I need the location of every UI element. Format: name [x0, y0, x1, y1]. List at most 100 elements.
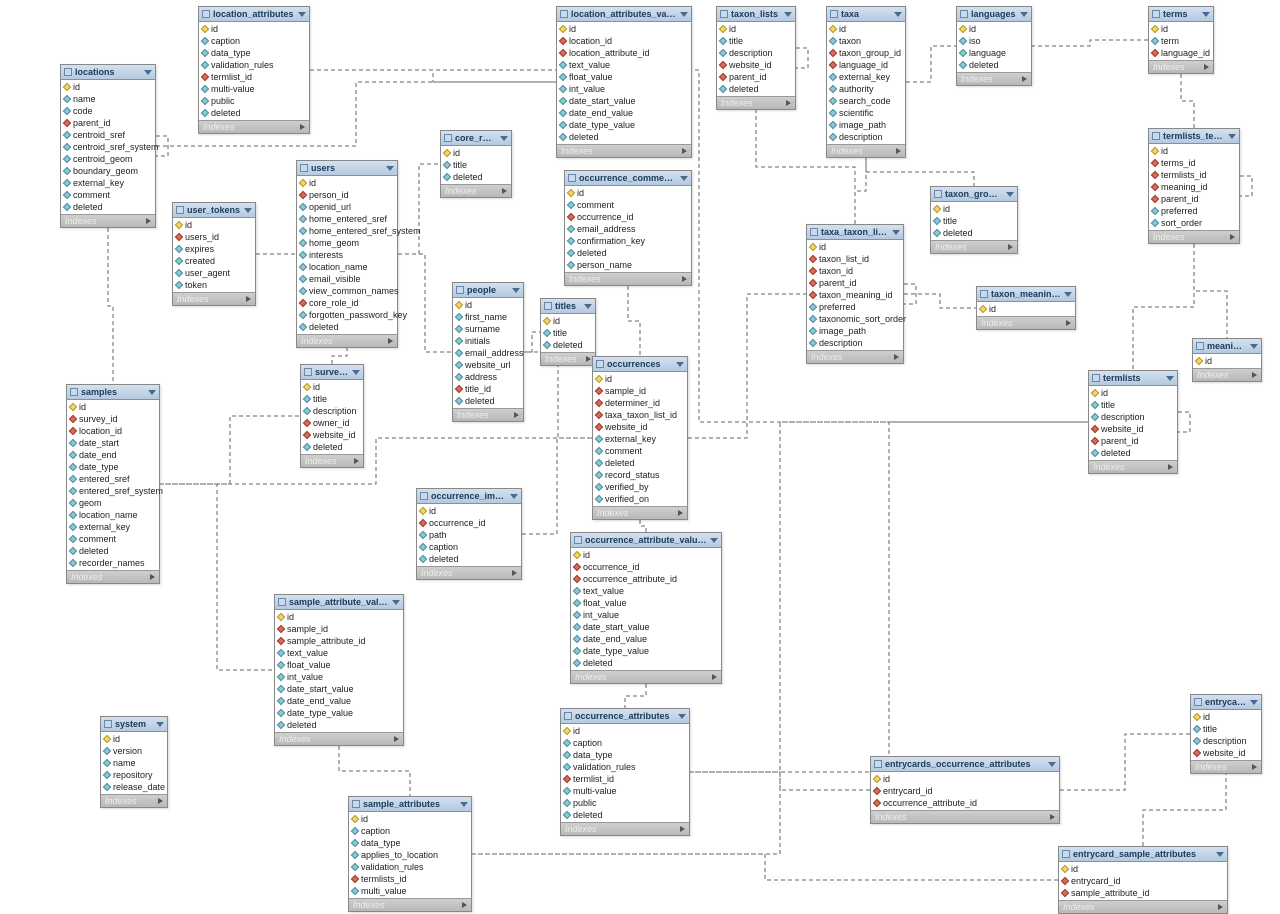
column-row[interactable]: confirmation_key — [565, 235, 691, 247]
column-row[interactable]: termlist_id — [561, 773, 689, 785]
column-row[interactable]: id — [1149, 23, 1213, 35]
table-header[interactable]: titles — [541, 299, 595, 314]
column-row[interactable]: website_id — [1191, 747, 1261, 759]
indexes-footer[interactable]: Indexes — [301, 454, 363, 467]
column-row[interactable]: title — [541, 327, 595, 339]
column-row[interactable]: float_value — [275, 659, 403, 671]
column-row[interactable]: deleted — [957, 59, 1031, 71]
table-taxa[interactable]: taxaidtaxontaxon_group_idlanguage_idexte… — [826, 6, 906, 158]
column-row[interactable]: home_entered_sref — [297, 213, 397, 225]
column-row[interactable]: id — [977, 303, 1075, 315]
column-row[interactable]: termlists_id — [1149, 169, 1239, 181]
table-header[interactable]: taxon_meanings — [977, 287, 1075, 302]
indexes-footer[interactable]: Indexes — [417, 566, 521, 579]
column-row[interactable]: validation_rules — [199, 59, 309, 71]
column-row[interactable]: taxonomic_sort_order — [807, 313, 903, 325]
column-row[interactable]: first_name — [453, 311, 523, 323]
indexes-footer[interactable]: Indexes — [101, 794, 167, 807]
indexes-footer[interactable]: Indexes — [541, 352, 595, 365]
column-row[interactable]: name — [61, 93, 155, 105]
collapse-icon[interactable] — [352, 370, 360, 375]
indexes-footer[interactable]: Indexes — [441, 184, 511, 197]
column-row[interactable]: deleted — [199, 107, 309, 119]
column-row[interactable]: created — [173, 255, 255, 267]
column-row[interactable]: occurrence_attribute_id — [871, 797, 1059, 809]
column-row[interactable]: data_type — [199, 47, 309, 59]
collapse-icon[interactable] — [680, 12, 688, 17]
column-row[interactable]: image_path — [807, 325, 903, 337]
table-core_roles[interactable]: core_rolesidtitledeletedIndexes — [440, 130, 512, 198]
column-row[interactable]: date_end_value — [571, 633, 721, 645]
column-row[interactable]: termlist_id — [199, 71, 309, 83]
table-surveys[interactable]: surveysidtitledescriptionowner_idwebsite… — [300, 364, 364, 468]
table-locations[interactable]: locationsidnamecodeparent_idcentroid_sre… — [60, 64, 156, 228]
column-row[interactable]: code — [61, 105, 155, 117]
column-row[interactable]: deleted — [453, 395, 523, 407]
column-row[interactable]: id — [67, 401, 159, 413]
column-row[interactable]: taxon_group_id — [827, 47, 905, 59]
table-occurrence_images[interactable]: occurrence_imagesidoccurrence_idpathcapt… — [416, 488, 522, 580]
collapse-icon[interactable] — [1166, 376, 1174, 381]
table-entrycard_sample_attributes[interactable]: entrycard_sample_attributesidentrycard_i… — [1058, 846, 1228, 914]
column-row[interactable]: repository — [101, 769, 167, 781]
indexes-footer[interactable]: Indexes — [61, 214, 155, 227]
column-row[interactable]: deleted — [717, 83, 795, 95]
column-row[interactable]: entrycard_id — [1059, 875, 1227, 887]
column-row[interactable]: preferred — [807, 301, 903, 313]
table-header[interactable]: termlists — [1089, 371, 1177, 386]
column-row[interactable]: comment — [565, 199, 691, 211]
column-row[interactable]: deleted — [541, 339, 595, 351]
table-header[interactable]: taxa_taxon_lists — [807, 225, 903, 240]
table-header[interactable]: terms — [1149, 7, 1213, 22]
table-languages[interactable]: languagesidisolanguagedeletedIndexes — [956, 6, 1032, 86]
column-row[interactable]: name — [101, 757, 167, 769]
table-taxon_lists[interactable]: taxon_listsidtitledescriptionwebsite_idp… — [716, 6, 796, 110]
column-row[interactable]: verified_by — [593, 481, 687, 493]
column-row[interactable]: date_end — [67, 449, 159, 461]
column-row[interactable]: deleted — [441, 171, 511, 183]
column-row[interactable]: website_id — [1089, 423, 1177, 435]
table-entrycards_occurrence_attributes[interactable]: entrycards_occurrence_attributesidentryc… — [870, 756, 1060, 824]
column-row[interactable]: entrycard_id — [871, 785, 1059, 797]
column-row[interactable]: forgotten_password_key — [297, 309, 397, 321]
column-row[interactable]: float_value — [557, 71, 691, 83]
table-occurrence_attribute_values[interactable]: occurrence_attribute_valuesidoccurrence_… — [570, 532, 722, 684]
column-row[interactable]: caption — [561, 737, 689, 749]
column-row[interactable]: deleted — [417, 553, 521, 565]
table-header[interactable]: taxon_lists — [717, 7, 795, 22]
column-row[interactable]: id — [957, 23, 1031, 35]
column-row[interactable]: website_url — [453, 359, 523, 371]
column-row[interactable]: deleted — [561, 809, 689, 821]
column-row[interactable]: term — [1149, 35, 1213, 47]
table-location_attributes_values[interactable]: location_attributes_valuesidlocation_idl… — [556, 6, 692, 158]
column-row[interactable]: description — [301, 405, 363, 417]
indexes-footer[interactable]: Indexes — [297, 334, 397, 347]
column-row[interactable]: id — [571, 549, 721, 561]
column-row[interactable]: data_type — [561, 749, 689, 761]
column-row[interactable]: applies_to_location — [349, 849, 471, 861]
table-users[interactable]: usersidperson_idopenid_urlhome_entered_s… — [296, 160, 398, 348]
column-row[interactable]: iso — [957, 35, 1031, 47]
column-row[interactable]: title — [717, 35, 795, 47]
column-row[interactable]: description — [1191, 735, 1261, 747]
column-row[interactable]: id — [541, 315, 595, 327]
column-row[interactable]: preferred — [1149, 205, 1239, 217]
indexes-footer[interactable]: Indexes — [1149, 60, 1213, 73]
collapse-icon[interactable] — [1064, 292, 1072, 297]
table-header[interactable]: meanings — [1193, 339, 1261, 354]
column-row[interactable]: sample_id — [593, 385, 687, 397]
column-row[interactable]: sample_attribute_id — [275, 635, 403, 647]
collapse-icon[interactable] — [144, 70, 152, 75]
column-row[interactable]: location_name — [67, 509, 159, 521]
table-sample_attributes[interactable]: sample_attributesidcaptiondata_typeappli… — [348, 796, 472, 912]
table-samples[interactable]: samplesidsurvey_idlocation_iddate_startd… — [66, 384, 160, 584]
column-row[interactable]: deleted — [61, 201, 155, 213]
column-row[interactable]: date_start_value — [571, 621, 721, 633]
column-row[interactable]: title — [931, 215, 1017, 227]
column-row[interactable]: location_attribute_id — [557, 47, 691, 59]
indexes-footer[interactable]: Indexes — [571, 670, 721, 683]
column-row[interactable]: deleted — [557, 131, 691, 143]
column-row[interactable]: home_entered_sref_system — [297, 225, 397, 237]
table-occurrence_attributes[interactable]: occurrence_attributesidcaptiondata_typev… — [560, 708, 690, 836]
column-row[interactable]: meaning_id — [1149, 181, 1239, 193]
